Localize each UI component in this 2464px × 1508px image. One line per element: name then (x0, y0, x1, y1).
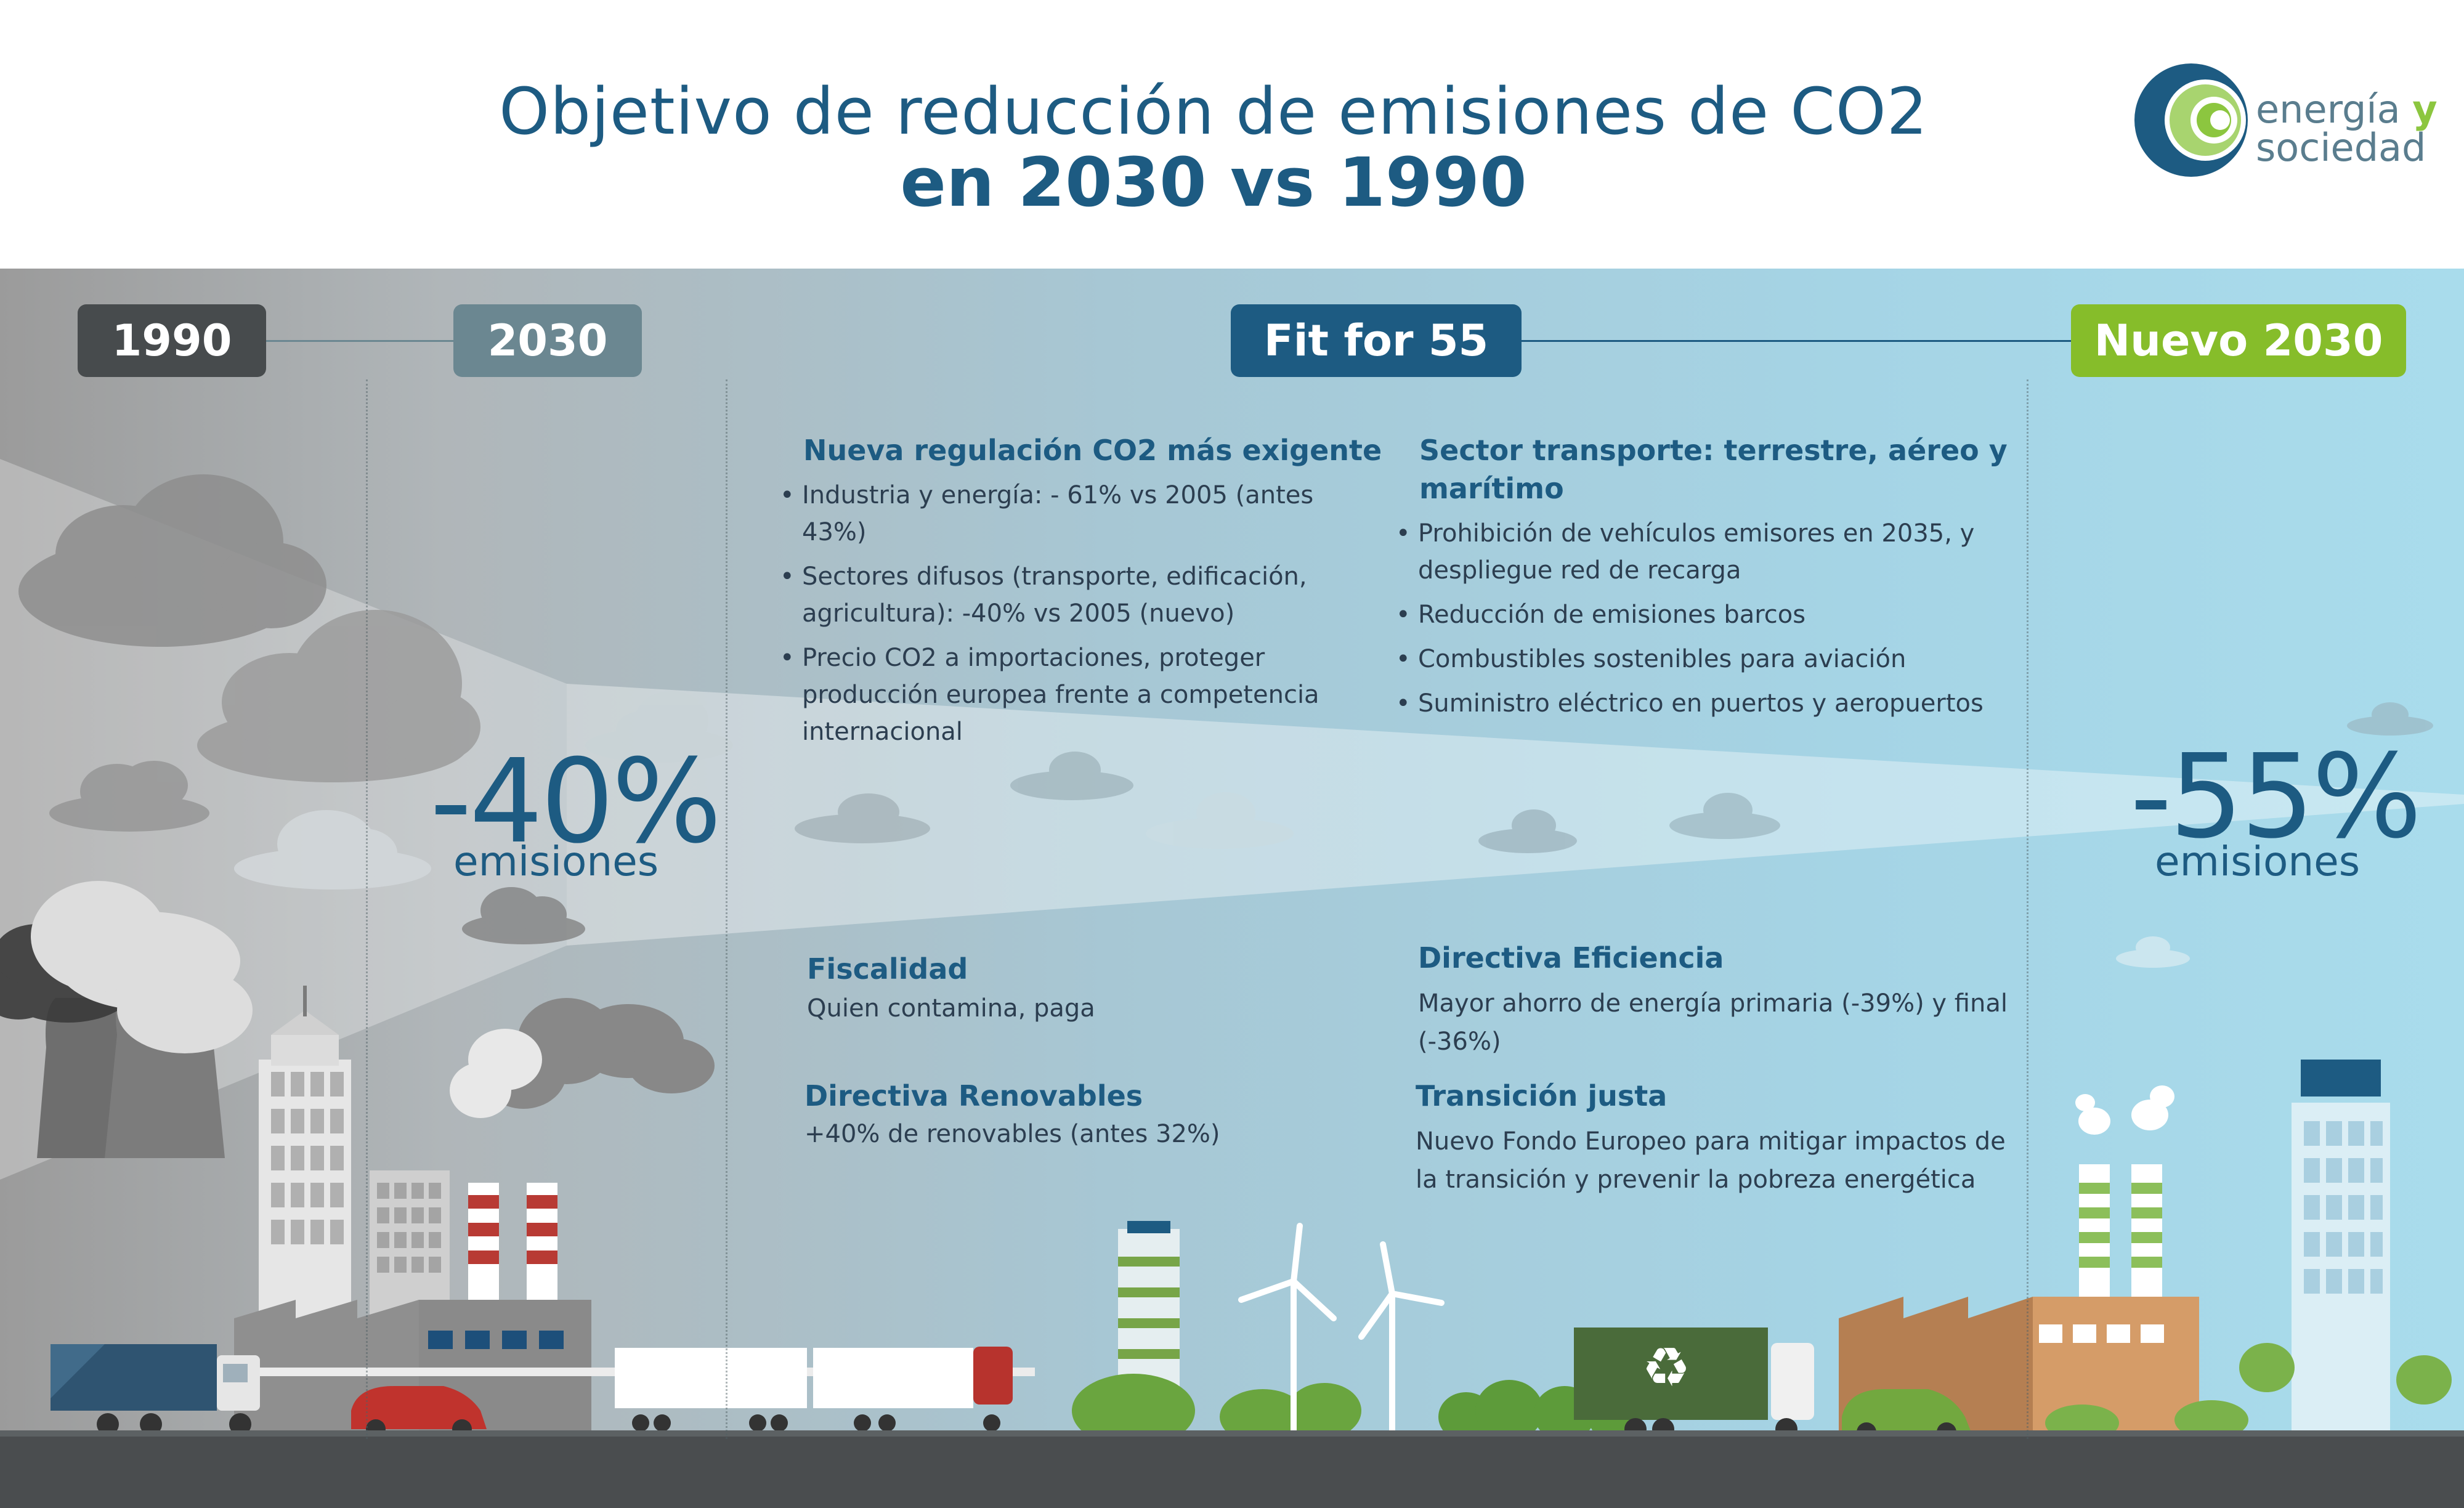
old-reduction-label: emisiones (453, 838, 659, 885)
just-transition-heading: Transición justa (1416, 1079, 1668, 1113)
brand-logo: energía y sociedad (2133, 59, 2453, 182)
fiscal-heading: Fiscalidad (807, 952, 968, 986)
divider-center (726, 379, 727, 1439)
logo-icon (2134, 63, 2248, 177)
timeline-line-fit-new (1522, 340, 2071, 342)
fiscal-text: Quien contamina, paga (807, 994, 1095, 1023)
regulation-item: Precio CO2 a importaciones, proteger pro… (777, 639, 1381, 750)
transport-heading: Sector transporte: terrestre, aéreo y ma… (1419, 434, 2008, 505)
old-reduction-value: -40% (430, 734, 722, 869)
regulation-item: Sectores difusos (transporte, edificació… (777, 558, 1381, 632)
title-line-1: Objetivo de reducción de emisiones de CO… (499, 74, 1928, 149)
efficiency-heading: Directiva Eficiencia (1418, 941, 1724, 975)
year-1990-badge: 1990 (78, 304, 266, 377)
logo-text: energía y sociedad (2256, 91, 2438, 167)
renewables-text: +40% de renovables (antes 32%) (804, 1120, 1220, 1148)
logo-word-energia: energía (2256, 87, 2401, 132)
regulation-item: Industria y energía: - 61% vs 2005 (ante… (777, 477, 1381, 551)
just-transition-text: Nuevo Fondo Europeo para mitigar impacto… (1416, 1127, 2006, 1194)
new-reduction-label: emisiones (2155, 838, 2361, 885)
logo-word-y: y (2412, 87, 2438, 132)
timeline-line-1990-2030 (266, 340, 453, 342)
new-2030-badge: Nuevo 2030 (2071, 304, 2406, 377)
title-line-2: en 2030 vs 1990 (900, 143, 1527, 222)
regulation-heading: Nueva regulación CO2 más exigente (803, 434, 1382, 467)
logo-word-sociedad: sociedad (2256, 125, 2426, 170)
transport-item: Prohibición de vehículos emisores en 203… (1393, 515, 2009, 589)
renewables-heading: Directiva Renovables (804, 1079, 1143, 1113)
transport-list: Prohibición de vehículos emisores en 203… (1393, 515, 2009, 729)
transport-item: Reducción de emisiones barcos (1393, 596, 2009, 633)
header: Objetivo de reducción de emisiones de CO… (0, 0, 2464, 269)
divider-2030 (366, 379, 368, 1439)
ground (0, 1437, 2464, 1508)
fit-for-55-badge: Fit for 55 (1231, 304, 1522, 377)
transport-item: Suministro eléctrico en puertos y aeropu… (1393, 685, 2009, 722)
divider-right (2027, 379, 2028, 1439)
regulation-list: Industria y energía: - 61% vs 2005 (ante… (777, 477, 1381, 758)
new-reduction-value: -55% (2130, 729, 2422, 864)
transport-item: Combustibles sostenibles para aviación (1393, 641, 2009, 678)
efficiency-text: Mayor ahorro de energía primaria (-39%) … (1418, 989, 2008, 1056)
recycle-icon: ♻ (1642, 1336, 1691, 1399)
year-2030-badge: 2030 (453, 304, 642, 377)
